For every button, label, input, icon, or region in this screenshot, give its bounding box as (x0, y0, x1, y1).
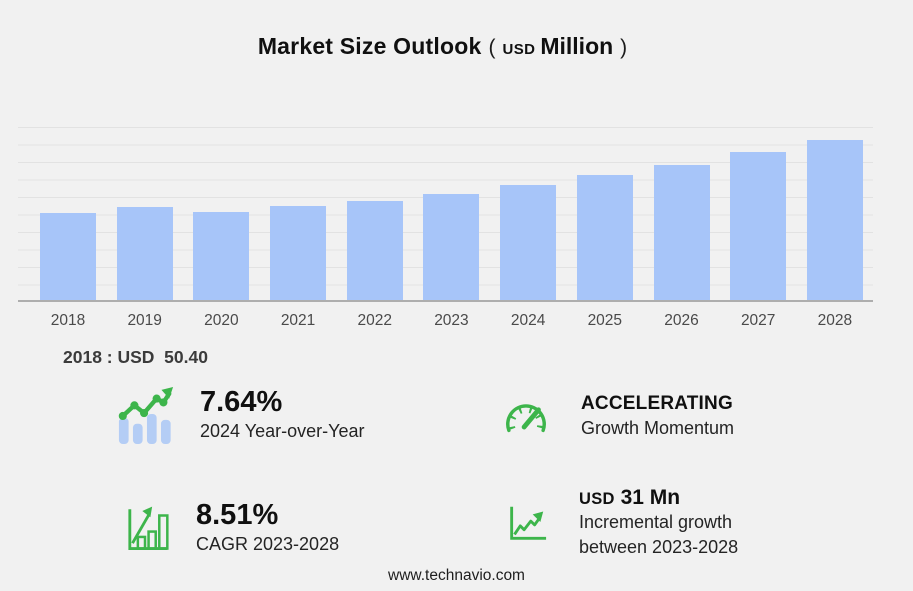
bar-trend-up-icon (116, 386, 176, 445)
stat-growth-momentum: ACCELERATING Growth Momentum (502, 393, 734, 441)
x-label-2025: 2025 (587, 312, 623, 329)
yoy-growth-label: 2024 Year-over-Year (200, 421, 365, 442)
bar-2027 (730, 151, 787, 300)
chart-title: Market Size Outlook ( USD Million ) (0, 33, 899, 60)
title-paren-close: ) (620, 36, 628, 59)
speedometer-icon (502, 395, 550, 438)
momentum-label: Growth Momentum (581, 417, 735, 438)
bar-chart-plot-area (18, 127, 873, 302)
bar-2024 (500, 185, 557, 300)
x-label-2027: 2027 (740, 312, 776, 329)
incremental-value-amount: 31 Mn (620, 486, 681, 509)
bar-2022 (346, 200, 403, 300)
x-label-2028: 2028 (817, 312, 853, 329)
bar-2018 (40, 212, 96, 300)
bar-2020 (193, 212, 250, 300)
bar-2028 (806, 139, 863, 300)
bar-2021 (270, 206, 327, 300)
x-label-2024: 2024 (510, 312, 546, 329)
x-label-2023: 2023 (434, 312, 469, 329)
bar-2019 (116, 206, 173, 300)
x-label-2026: 2026 (664, 312, 699, 329)
footer-url: www.technavio.com (388, 567, 525, 584)
x-label-2019: 2019 (127, 312, 162, 329)
incremental-value: USD 31 Mn (579, 486, 784, 510)
growth-bars-icon (120, 500, 170, 556)
title-unit-magnitude: Million (540, 33, 614, 59)
bar-2025 (576, 175, 633, 300)
cagr-value: 8.51% (196, 499, 279, 531)
title-paren-open: ( (488, 36, 496, 59)
incremental-label: Incremental growth between 2023-2028 (579, 512, 739, 558)
title-unit-currency: USD (502, 41, 536, 58)
stat-cagr: 8.51% CAGR 2023-2028 (120, 499, 339, 558)
stat-incremental-growth: USD 31 Mn Incremental growth between 202… (504, 486, 784, 561)
x-label-2021: 2021 (280, 312, 316, 329)
momentum-value: ACCELERATING (581, 393, 733, 414)
x-label-2022: 2022 (357, 312, 392, 329)
x-label-2018: 2018 (50, 312, 86, 329)
line-chart-up-icon (504, 500, 548, 546)
yoy-growth-value: 7.64% (200, 386, 283, 418)
x-axis-labels: 2018 2019 2020 2021 2022 2023 2024 2025 2026 2027… (18, 312, 873, 330)
cagr-label: CAGR 2023-2028 (196, 534, 340, 555)
base-year-callout: 2018 : USD 50.40 (63, 347, 208, 367)
title-main: Market Size Outlook (257, 33, 482, 59)
bar-2026 (653, 165, 710, 300)
bar-2023 (423, 193, 480, 300)
incremental-value-unit: USD (579, 490, 615, 508)
x-label-2020: 2020 (204, 312, 239, 329)
bar-group (18, 127, 873, 300)
stat-yoy-growth: 7.64% 2024 Year-over-Year (116, 386, 364, 445)
